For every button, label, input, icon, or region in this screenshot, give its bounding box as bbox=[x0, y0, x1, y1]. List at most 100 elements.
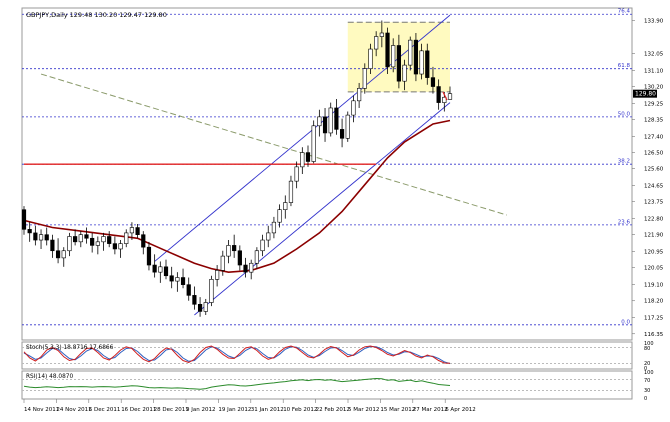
moving-average-line bbox=[23, 119, 451, 274]
candle-body bbox=[402, 64, 407, 82]
candle-body bbox=[95, 241, 100, 246]
price-tick-label: 119.10 bbox=[644, 283, 664, 289]
candle-body bbox=[408, 39, 413, 66]
price-tick-label: 116.35 bbox=[644, 332, 664, 338]
candle bbox=[328, 102, 333, 137]
candle-body bbox=[186, 284, 191, 296]
candle bbox=[402, 59, 407, 91]
candle bbox=[322, 107, 328, 142]
candle-body bbox=[396, 45, 401, 82]
candle-body bbox=[425, 50, 430, 78]
fib-level-label: 23.6 bbox=[618, 219, 631, 225]
candle bbox=[294, 161, 299, 189]
rsi-label: RSI(14) 48.0870 bbox=[26, 374, 73, 380]
time-tick-label: 16 Dec 2011 bbox=[121, 407, 156, 413]
candle-body bbox=[169, 275, 174, 282]
time-tick-label: 19 Jan 2012 bbox=[218, 407, 251, 413]
candle-body bbox=[368, 48, 373, 69]
candle-body bbox=[73, 236, 78, 243]
candle bbox=[33, 225, 38, 246]
candle bbox=[220, 250, 225, 276]
candle-body bbox=[107, 236, 112, 244]
candle bbox=[203, 298, 208, 316]
candle-body bbox=[300, 152, 305, 168]
candle-body bbox=[357, 88, 362, 102]
time-tick-label: 15 Mar 2012 bbox=[380, 407, 415, 413]
time-tick-label: 27 Mar 2012 bbox=[413, 407, 448, 413]
current-price-label: 129.80 bbox=[635, 91, 656, 98]
candle-body bbox=[124, 232, 129, 244]
candle bbox=[67, 232, 72, 257]
stoch-main-line bbox=[23, 345, 451, 364]
candle-body bbox=[260, 239, 265, 252]
candle bbox=[413, 32, 419, 82]
candle bbox=[447, 86, 453, 100]
candle-body bbox=[232, 245, 237, 252]
price-tick-label: 121.90 bbox=[644, 233, 664, 239]
candle-body bbox=[55, 250, 61, 259]
candle-body bbox=[419, 50, 424, 75]
candle bbox=[351, 95, 356, 123]
candle bbox=[95, 236, 100, 255]
rsi-panel-frame bbox=[21, 370, 633, 400]
candle bbox=[249, 259, 254, 280]
candle bbox=[232, 234, 237, 258]
price-tick-label: 125.60 bbox=[644, 167, 664, 173]
candle-body bbox=[27, 229, 32, 234]
candle bbox=[50, 234, 55, 258]
candle bbox=[73, 229, 78, 246]
candle-body bbox=[305, 152, 311, 162]
fib-level-label: 76.4 bbox=[618, 9, 631, 15]
candle bbox=[192, 286, 197, 310]
rsi-tick-label: 0 bbox=[644, 396, 647, 402]
price-tick-label: 131.10 bbox=[644, 68, 664, 74]
candle-body bbox=[141, 234, 146, 248]
price-tick-label: 118.20 bbox=[644, 299, 664, 305]
price-tick-label: 117.25 bbox=[644, 316, 664, 322]
fib-level-label: 38.2 bbox=[618, 159, 630, 165]
candle bbox=[283, 195, 288, 219]
candle-body bbox=[237, 250, 242, 266]
candle bbox=[362, 63, 367, 94]
candle-body bbox=[385, 32, 390, 68]
stoch-signal-line bbox=[23, 345, 451, 365]
candle-body bbox=[192, 295, 197, 305]
time-tick-label: 31 Jan 2012 bbox=[251, 407, 284, 413]
candle bbox=[112, 236, 117, 255]
candle bbox=[90, 232, 95, 253]
time-tick-label: 28 Dec 2011 bbox=[154, 407, 189, 413]
candle-body bbox=[78, 234, 83, 243]
time-tick-label: 9 Jan 2012 bbox=[186, 407, 215, 413]
candle bbox=[277, 204, 282, 228]
candle-body bbox=[21, 209, 27, 230]
time-tick-label: 6 Apr 2012 bbox=[445, 407, 476, 413]
candle-body bbox=[283, 202, 288, 210]
candle-body bbox=[84, 234, 89, 239]
candle-body bbox=[334, 107, 339, 130]
price-axis: 133.90 132.05 131.10 130.20 129.25 128.35 127.… bbox=[632, 18, 664, 338]
rsi-tick-label: 100 bbox=[644, 370, 654, 376]
candle bbox=[27, 222, 32, 242]
candle-body bbox=[430, 77, 436, 87]
candle bbox=[305, 145, 311, 167]
candle bbox=[124, 229, 129, 248]
candle-body bbox=[254, 250, 259, 264]
price-tick-label: 124.65 bbox=[644, 184, 664, 190]
candle-body bbox=[38, 234, 44, 241]
candle bbox=[425, 43, 430, 85]
candle-body bbox=[413, 39, 419, 75]
candle bbox=[266, 225, 271, 248]
candle-body bbox=[277, 209, 282, 223]
candle bbox=[368, 43, 373, 75]
rsi-axis: 100 70 30 0 bbox=[644, 370, 654, 402]
candle bbox=[339, 118, 345, 148]
candle-body bbox=[129, 227, 135, 234]
candle-body bbox=[294, 166, 299, 182]
price-tick-label: 120.95 bbox=[644, 250, 664, 256]
price-tick-label: 122.80 bbox=[644, 217, 664, 223]
candle-body bbox=[339, 129, 345, 139]
candle bbox=[430, 66, 436, 94]
candle-body bbox=[317, 116, 322, 127]
